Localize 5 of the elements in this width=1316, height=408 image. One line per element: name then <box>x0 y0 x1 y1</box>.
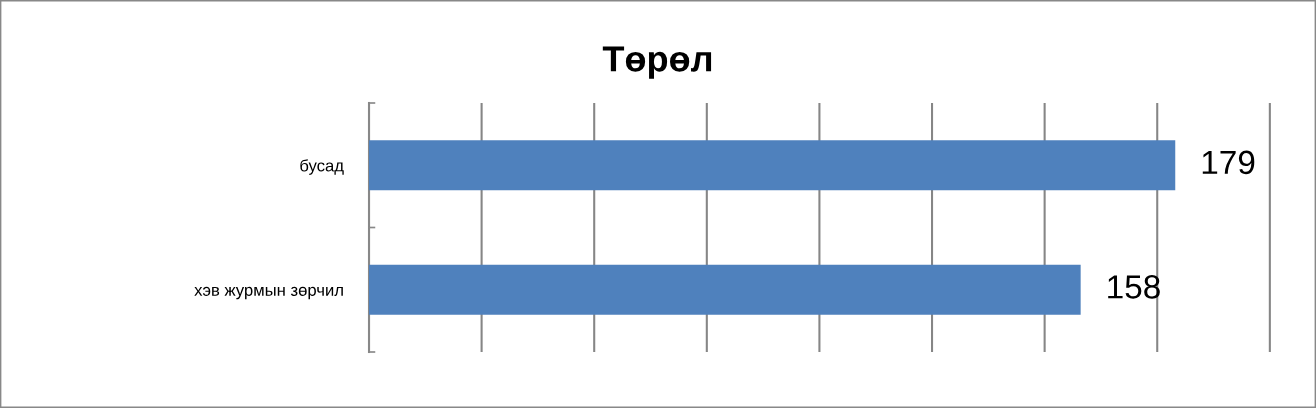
chart-title: Төрөл <box>602 46 712 79</box>
data-label: 179 <box>1202 150 1255 175</box>
y-tick-label: бусад <box>300 159 344 175</box>
data-label: 158 <box>1108 275 1160 299</box>
y-tick-label: хэв журмын зөрчил <box>194 286 343 300</box>
